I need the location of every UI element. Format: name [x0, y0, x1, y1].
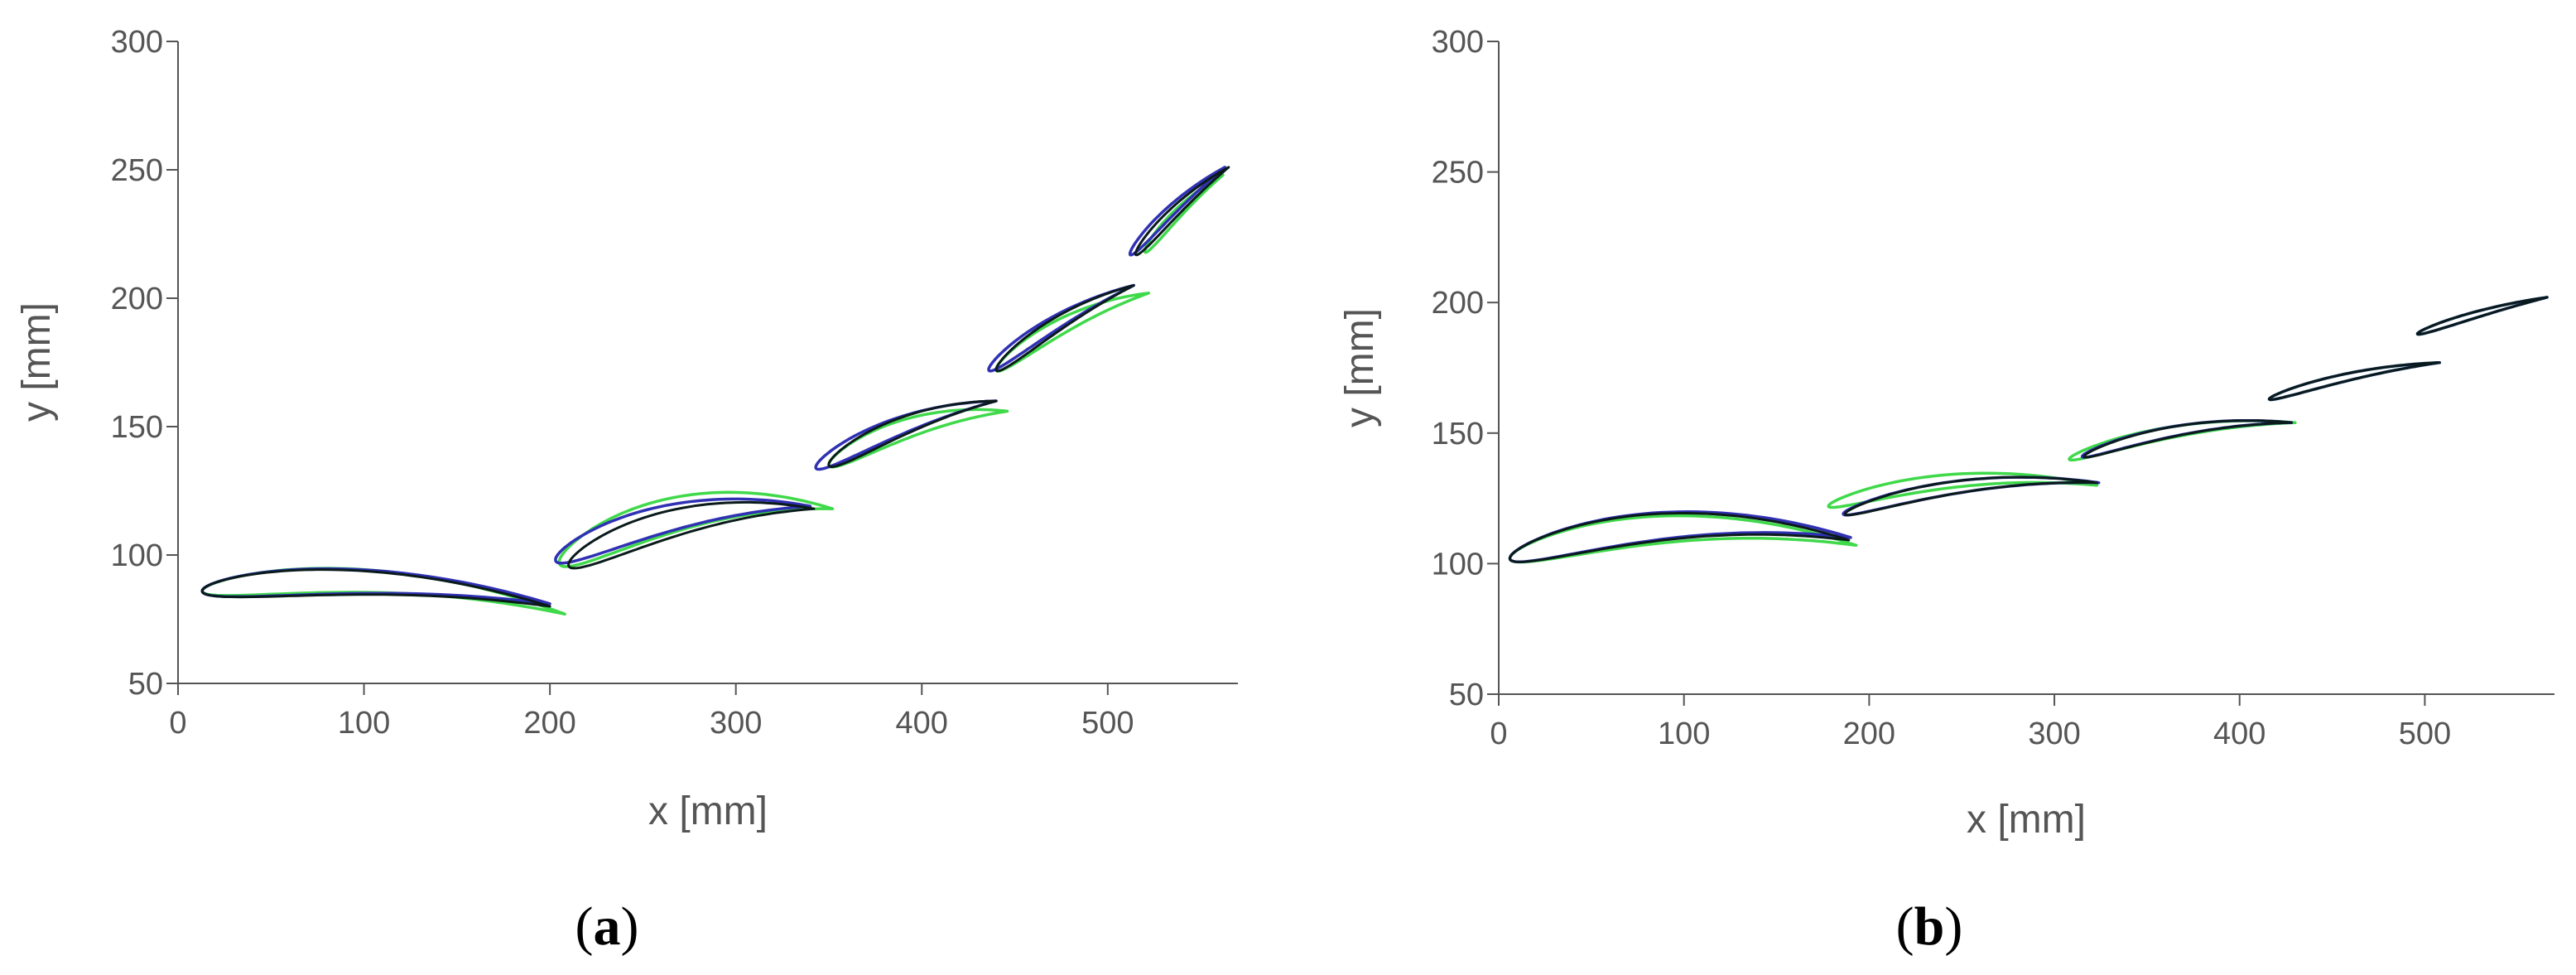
- x-tick-label: 0: [1490, 717, 1507, 751]
- x-tick-label: 100: [1658, 717, 1710, 751]
- x-tick-label: 400: [2213, 717, 2265, 751]
- x-axis-label: x [mm]: [1967, 798, 2086, 842]
- x-tick-label: 200: [1843, 717, 1895, 751]
- series-2-airfoil-4: [1134, 166, 1230, 257]
- series-0-airfoil-2: [827, 408, 1009, 469]
- panel-label: (b): [1896, 896, 1963, 957]
- series-2-airfoil-3: [2268, 361, 2441, 401]
- chart-panel-b: 50 100 150 200 250 300 0 100 200 300 400 500 x [mm] y…: [1338, 25, 2554, 957]
- y-tick-label: 50: [128, 667, 163, 702]
- series-0-airfoil-0: [1508, 514, 1858, 564]
- y-tick-label: 150: [111, 410, 163, 445]
- series-2-airfoil-3: [994, 284, 1135, 373]
- series-2-airfoil-0: [200, 568, 551, 608]
- series-2-airfoil-1: [1843, 475, 2098, 517]
- series-0-airfoil-3: [994, 292, 1150, 373]
- x-tick-label: 100: [338, 706, 390, 741]
- y-tick-label: 50: [1449, 678, 1484, 712]
- chart-panel-a: 50 100 150 200 250 300 0 100 200 300 400 500 x [mm] y…: [15, 25, 1238, 957]
- series-2-airfoil-2: [2082, 419, 2293, 459]
- y-axis-label: y [mm]: [15, 302, 59, 422]
- series-0-airfoil-1: [557, 490, 835, 568]
- series-1-airfoil-4: [1128, 166, 1227, 257]
- y-axis-label: y [mm]: [1338, 308, 1382, 427]
- y-tick-label: 200: [111, 282, 163, 316]
- series-2-airfoil-4: [2416, 296, 2549, 336]
- x-tick-label: 0: [169, 706, 186, 741]
- x-tick-label: 400: [896, 706, 948, 741]
- x-tick-label: 200: [523, 706, 575, 741]
- x-axis-label: x [mm]: [648, 789, 768, 833]
- y-tick-label: 250: [1432, 156, 1484, 191]
- x-tick-label: 500: [2399, 717, 2451, 751]
- x-tick-label: 300: [710, 706, 762, 741]
- panel-label: (a): [575, 896, 639, 957]
- series-2-airfoil-0: [1508, 512, 1851, 563]
- series-2-airfoil-2: [827, 399, 998, 468]
- y-tick-label: 200: [1432, 286, 1484, 321]
- series-0-airfoil-4: [1143, 173, 1225, 254]
- y-tick-label: 300: [1432, 25, 1484, 60]
- x-tick-label: 500: [1081, 706, 1134, 741]
- series-0-airfoil-0: [200, 567, 566, 616]
- series-0-airfoil-1: [1827, 471, 2099, 509]
- x-tick-label: 300: [2028, 717, 2080, 751]
- y-tick-label: 100: [1432, 547, 1484, 582]
- y-tick-label: 250: [111, 153, 163, 188]
- series-1-airfoil-1: [554, 497, 812, 565]
- y-tick-label: 100: [111, 538, 163, 573]
- y-tick-label: 300: [111, 25, 163, 60]
- y-tick-label: 150: [1432, 417, 1484, 451]
- series-2-airfoil-1: [567, 500, 816, 570]
